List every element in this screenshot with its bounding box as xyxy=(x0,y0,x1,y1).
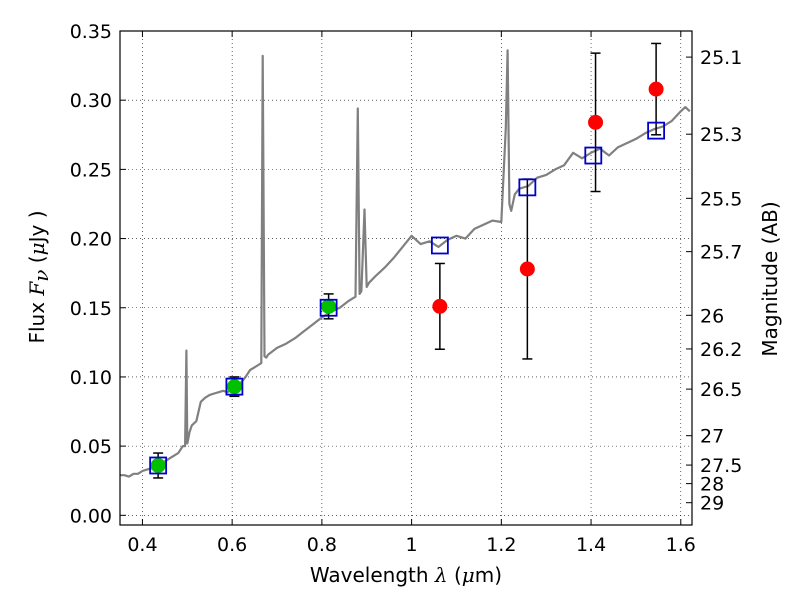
y-axis-title: Flux Fν (μJy ) xyxy=(25,210,53,343)
mag-tick-label: 26 xyxy=(700,305,724,327)
mag-tick-label: 25.3 xyxy=(700,124,742,146)
data-point xyxy=(432,298,448,314)
data-point xyxy=(150,457,166,473)
x-tick-label: 0.4 xyxy=(127,534,157,556)
x-tick-label: 1.4 xyxy=(576,534,606,556)
model-marker xyxy=(518,178,537,197)
y-tick-label: 0.20 xyxy=(70,229,112,251)
x-tick-label: 0.6 xyxy=(217,534,247,556)
spectrum-line xyxy=(120,49,691,478)
spectrum-layer xyxy=(120,49,691,478)
mag-tick-label: 26.2 xyxy=(700,339,742,361)
model-marker xyxy=(225,377,244,396)
axis-ticks: 0.4 0.6 0.8 1 1.2 1.4 1.6 0.00 0.05 0.10 0.15 0.20 0… xyxy=(70,21,743,556)
x-axis-title: Wavelength λ (μm) xyxy=(310,563,502,587)
secondary-y-axis-title: Magnitude (AB) xyxy=(758,201,782,356)
model-marker xyxy=(319,298,338,317)
mag-tick-label: 25.7 xyxy=(700,242,742,264)
mag-tick-label: 29 xyxy=(700,493,724,515)
data-point xyxy=(519,261,535,277)
x-tick-label: 1.2 xyxy=(486,534,516,556)
grid xyxy=(120,30,692,525)
model-marker xyxy=(584,146,603,165)
plot-frame xyxy=(119,30,693,526)
y-tick-label: 0.35 xyxy=(70,21,112,43)
y-tick-label: 0.30 xyxy=(70,90,112,112)
x-tick-label: 1 xyxy=(406,534,418,556)
y-tick-label: 0.15 xyxy=(70,298,112,320)
data-points-layer xyxy=(149,42,666,479)
model-marker xyxy=(647,121,666,140)
model-marker xyxy=(149,456,168,475)
mag-tick-label: 25.5 xyxy=(700,188,742,210)
y-tick-label: 0.00 xyxy=(70,505,112,527)
mag-tick-label: 25.1 xyxy=(700,47,742,69)
mag-tick-label: 28 xyxy=(700,474,724,496)
data-point xyxy=(648,81,664,97)
mag-tick-label: 27.5 xyxy=(700,455,742,477)
y-tick-label: 0.25 xyxy=(70,159,112,181)
data-point xyxy=(588,114,604,130)
y-tick-label: 0.05 xyxy=(70,436,112,458)
x-tick-label: 0.8 xyxy=(307,534,337,556)
mag-tick-label: 27 xyxy=(700,426,724,448)
x-tick-label: 1.6 xyxy=(666,534,696,556)
data-point xyxy=(321,298,337,314)
mag-tick-label: 26.5 xyxy=(700,379,742,401)
model-marker xyxy=(430,236,449,255)
y-tick-label: 0.10 xyxy=(70,367,112,389)
data-point xyxy=(226,379,242,395)
